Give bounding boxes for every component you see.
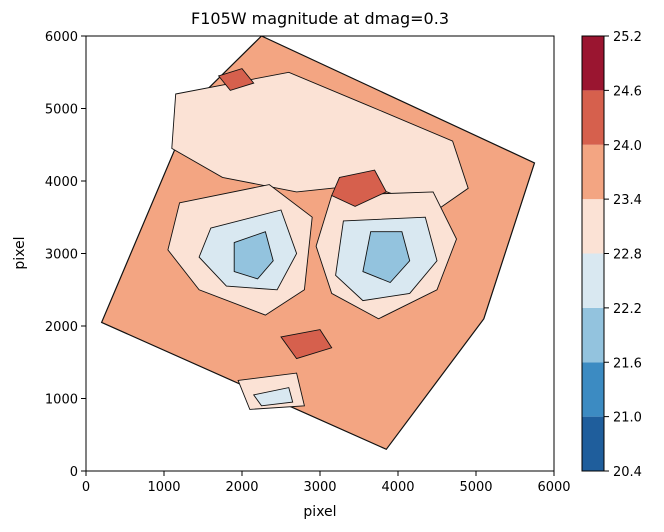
colorbar-tick-label: 22.2 (613, 302, 642, 317)
colorbar-ticks: 20.4 21.0 21.6 22.2 22.8 23.4 24.0 24.6 25.2 (604, 30, 642, 480)
colorbar-tick-label: 25.2 (613, 30, 642, 45)
x-axis-label: pixel (303, 504, 336, 520)
colorbar-segment (582, 416, 604, 471)
y-tick-label: 5000 (45, 103, 78, 118)
contour-regions (167, 68, 469, 410)
contour-region-8 (362, 231, 411, 284)
x-tick-label: 0 (82, 480, 90, 495)
x-tick-label: 2000 (225, 480, 258, 495)
contour-region-11 (217, 68, 255, 91)
colorbar-segment (582, 90, 604, 145)
colorbar-tick-label: 22.8 (613, 248, 642, 263)
y-tick-label: 6000 (45, 30, 78, 45)
colorbar-tick-label: 24.6 (613, 84, 642, 99)
x-tick-label: 4000 (381, 480, 414, 495)
plot-area (100, 36, 536, 451)
x-tick-label: 3000 (303, 480, 336, 495)
x-tick-label: 1000 (147, 480, 180, 495)
colorbar-tick-label: 20.4 (613, 465, 642, 480)
y-axis-ticks: 0 1000 2000 3000 4000 5000 6000 (45, 30, 86, 480)
chart-title: F105W magnitude at dmag=0.3 (191, 9, 449, 28)
colorbar-segment (582, 199, 604, 254)
colorbar-segment (582, 36, 604, 91)
y-tick-label: 4000 (45, 175, 78, 190)
colorbar-tick-label: 24.0 (613, 139, 642, 154)
y-tick-label: 0 (70, 465, 78, 480)
colorbar-tick-label: 21.0 (613, 411, 642, 426)
x-tick-label: 5000 (459, 480, 492, 495)
contour-region-7 (233, 231, 274, 280)
y-tick-label: 2000 (45, 320, 78, 335)
contour-region-10 (280, 329, 333, 360)
colorbar-segment (582, 144, 604, 200)
contour-region-6 (252, 387, 294, 407)
y-tick-label: 3000 (45, 248, 78, 263)
colorbar-segment (582, 253, 604, 308)
colorbar-segment (582, 362, 604, 417)
colorbar-segment (582, 307, 604, 363)
x-axis-ticks: 0 1000 2000 3000 4000 5000 6000 (82, 471, 571, 495)
x-tick-label: 6000 (537, 480, 570, 495)
y-tick-label: 1000 (45, 393, 78, 408)
contour-region-9 (331, 169, 387, 207)
y-axis-label: pixel (12, 236, 28, 269)
colorbar-tick-label: 21.6 (613, 356, 642, 371)
colorbar-tick-label: 23.4 (613, 193, 642, 208)
colorbar (582, 36, 604, 471)
